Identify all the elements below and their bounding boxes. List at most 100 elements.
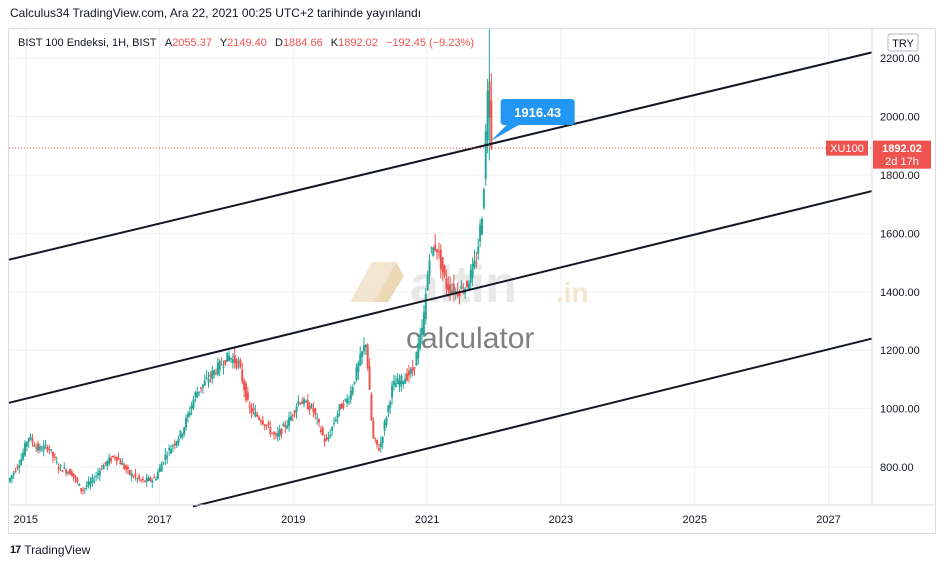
candle-body (243, 380, 246, 390)
candle-body (436, 249, 439, 253)
candle-body (123, 464, 126, 469)
candle-body (398, 380, 401, 388)
candle-body (306, 400, 309, 410)
grid (9, 29, 872, 505)
candle-body (263, 424, 266, 427)
candle-body (83, 488, 86, 490)
candle-body (70, 471, 73, 476)
candle-body (321, 427, 324, 436)
candle-body (241, 369, 244, 382)
candle-body (140, 479, 143, 481)
candle-body (224, 360, 227, 365)
candle-body (29, 436, 32, 440)
candle-body (310, 404, 313, 408)
candle-body (276, 433, 279, 437)
candle-body (81, 489, 84, 491)
candle-body (38, 446, 41, 450)
candle-body (273, 432, 276, 435)
x-tick-label: 2019 (281, 514, 305, 526)
candle-body (229, 358, 232, 360)
channel-line[interactable] (8, 190, 873, 404)
x-tick-label: 2023 (549, 514, 573, 526)
candle-body (194, 392, 197, 397)
footer: 17 TradingView (10, 543, 90, 557)
price-callout[interactable]: 1916.43 (490, 99, 575, 142)
candle-body (465, 280, 468, 287)
candle-body (370, 394, 373, 421)
candle-body (125, 465, 128, 470)
legend-change: −192.45 (−9.23%) (386, 37, 474, 49)
x-tick-label: 2025 (682, 514, 706, 526)
candle-body (301, 401, 304, 404)
candle-body (271, 432, 274, 434)
candle-body (415, 352, 418, 366)
channel-line[interactable] (192, 337, 873, 508)
candle-body (467, 283, 470, 289)
candle-body (181, 434, 184, 438)
candle-body (280, 428, 283, 435)
candle-body (278, 429, 281, 436)
candle-body (402, 381, 405, 385)
candle-body (170, 448, 173, 454)
candle-body (407, 371, 410, 376)
candle-body (434, 244, 437, 250)
candle-body (16, 467, 19, 469)
candle-body (406, 373, 409, 381)
candle-body (261, 420, 264, 425)
candle-body (389, 401, 392, 408)
legend-low: 1884.66 (283, 37, 323, 49)
candle-body (8, 477, 11, 482)
candle-body (303, 399, 306, 405)
candle-body (323, 438, 326, 443)
candle-body (160, 463, 163, 472)
candle-body (25, 442, 28, 447)
candle-body (188, 412, 191, 416)
candle-body (392, 380, 395, 386)
legend-high: 2149.40 (227, 37, 267, 49)
chart-frame[interactable] (8, 28, 936, 534)
svg-text:XU100: XU100 (830, 143, 864, 155)
candle-body (439, 249, 442, 269)
candle-body (98, 470, 101, 476)
legend-open-label: A (165, 37, 173, 49)
candle-body (346, 398, 349, 404)
candle-body (27, 438, 30, 442)
candle-body (141, 478, 144, 480)
candle-body (72, 473, 75, 477)
candle-body (377, 448, 380, 451)
candle-body (158, 467, 161, 472)
candle-body (78, 483, 81, 486)
candle-body (20, 459, 23, 465)
candle-body (192, 399, 195, 409)
candle-body (482, 188, 485, 208)
candle-body (269, 427, 272, 434)
candle-body (383, 421, 386, 431)
candle-body (372, 420, 375, 438)
time-axis[interactable]: 2015 2017 2019 2021 2023 2025 2027 (13, 514, 840, 526)
candle-body (100, 468, 103, 470)
candle-body (244, 383, 247, 401)
candle-body (104, 462, 107, 464)
candle-body (473, 260, 476, 267)
candle-body (319, 429, 322, 432)
candle-body (394, 383, 397, 388)
candle-body (233, 354, 236, 364)
candle-body (91, 477, 94, 483)
channel-line[interactable] (8, 51, 873, 261)
candle-body (155, 479, 158, 481)
candle-body (44, 444, 47, 446)
candle-body (171, 445, 174, 447)
candle-body (143, 480, 146, 482)
candle-body (218, 361, 221, 371)
channel-lines[interactable] (8, 51, 873, 508)
candle-body (400, 375, 403, 385)
price-axis[interactable]: 800.00 1000.00 1200.00 1400.00 1600.00 1800.0… (880, 53, 920, 474)
candle-body (220, 364, 223, 366)
candle-body (207, 379, 210, 383)
candle-body (304, 401, 307, 403)
footer-brand[interactable]: TradingView (24, 543, 91, 557)
publish-line: Calculus34 TradingView.com, Ara 22, 2021… (10, 6, 422, 20)
currency-button[interactable]: TRY (887, 33, 919, 52)
candle-body (128, 470, 131, 475)
